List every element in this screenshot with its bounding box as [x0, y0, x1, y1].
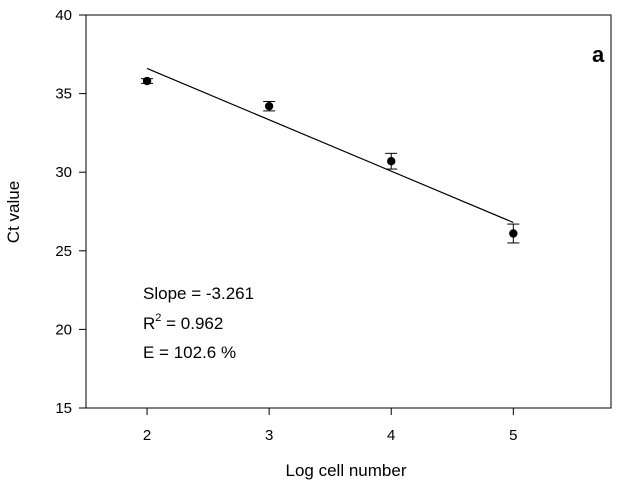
y-axis-title: Ct value — [4, 181, 23, 243]
r2-prefix: R — [143, 314, 155, 333]
r2-annotation: R2 = 0.962 — [143, 312, 223, 333]
data-point-group — [263, 100, 276, 112]
data-point-group — [141, 76, 154, 86]
panel-label: a — [592, 42, 605, 67]
x-axis-title: Log cell number — [286, 461, 407, 480]
data-point — [387, 156, 396, 166]
y-tick-label: 35 — [55, 86, 72, 103]
regression-line — [146, 67, 514, 224]
x-tick-label: 4 — [387, 427, 395, 444]
plot-frame — [85, 14, 612, 409]
axes — [85, 14, 612, 409]
y-tick-label: 20 — [55, 321, 72, 338]
y-tick-label: 25 — [55, 243, 72, 260]
data-points — [141, 76, 520, 244]
data-point — [264, 101, 274, 111]
y-tick-label: 30 — [55, 164, 72, 181]
y-tick-label: 40 — [55, 7, 72, 24]
ticks: 2 3 4 5 15 20 25 30 35 40 — [55, 7, 517, 444]
x-tick-label: 3 — [265, 427, 273, 444]
data-point-group — [385, 152, 398, 170]
data-point — [142, 76, 152, 86]
y-tick-label: 15 — [55, 400, 72, 417]
r2-value: = 0.962 — [161, 314, 223, 333]
x-tick-label: 5 — [509, 427, 517, 444]
data-point-group — [507, 223, 520, 244]
efficiency-annotation: E = 102.6 % — [143, 343, 236, 362]
slope-annotation: Slope = -3.261 — [143, 284, 254, 303]
data-point — [509, 229, 518, 238]
r2-superscript: 2 — [155, 312, 161, 324]
x-tick-label: 2 — [143, 427, 151, 444]
